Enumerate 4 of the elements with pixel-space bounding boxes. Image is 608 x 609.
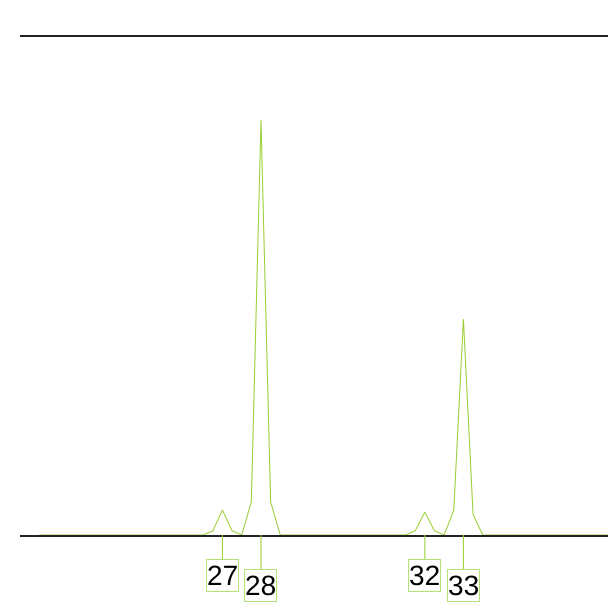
x-tick-label: 27 <box>207 560 238 591</box>
x-tick-label: 33 <box>448 570 480 601</box>
x-tick-label: 28 <box>245 570 276 601</box>
x-tick-label: 32 <box>409 560 440 591</box>
